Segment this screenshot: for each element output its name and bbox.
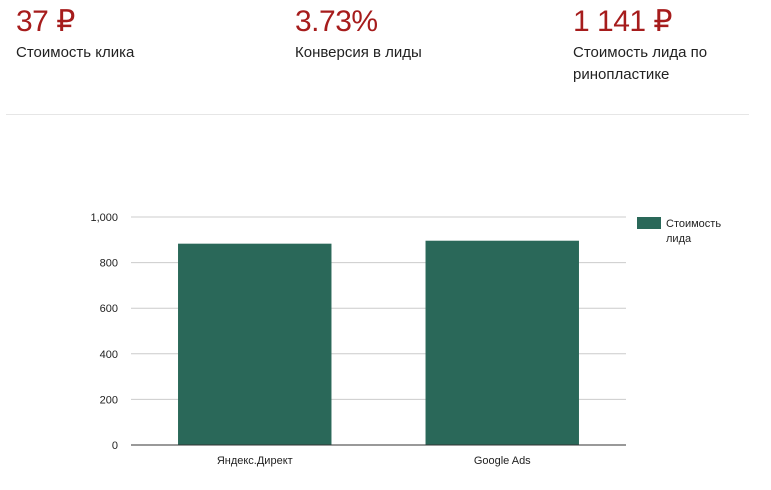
stat-label: Конверсия в лиды <box>295 44 422 61</box>
stat-lead-conversion: 3.73% Конверсия в лиды <box>295 4 545 64</box>
legend-label: лида <box>666 233 692 245</box>
x-tick-label: Google Ads <box>474 455 531 467</box>
y-tick-label: 0 <box>112 440 118 452</box>
bar <box>178 243 332 445</box>
y-tick-label: 400 <box>100 349 118 361</box>
legend-swatch <box>637 217 661 229</box>
y-tick-label: 800 <box>100 258 118 270</box>
y-tick-label: 200 <box>100 394 118 406</box>
y-tick-label: 1,000 <box>90 212 118 224</box>
section-divider <box>6 114 749 115</box>
bar <box>425 240 579 445</box>
stat-value: 3.73% <box>295 5 378 38</box>
stat-value: 37 ₽ <box>16 5 75 38</box>
stat-cost-per-click: 37 ₽ Стоимость клика <box>16 4 266 64</box>
stat-label: Стоимость клика <box>16 44 135 61</box>
stat-label: Стоимость лида по ринопластике <box>573 44 708 83</box>
stat-value: 1 141 ₽ <box>573 5 673 38</box>
chart-legend: Стоимость лида <box>637 217 721 245</box>
chart-bars <box>178 240 579 445</box>
y-tick-label: 600 <box>100 303 118 315</box>
x-tick-label: Яндекс.Директ <box>217 455 293 467</box>
legend-label: Стоимость <box>666 218 721 230</box>
stat-cost-per-lead: 1 141 ₽ Стоимость лида по ринопластике <box>573 4 753 86</box>
chart-axes: 0 200 400 600 800 1,000 Яндекс.Директ Google Ad… <box>90 212 626 467</box>
